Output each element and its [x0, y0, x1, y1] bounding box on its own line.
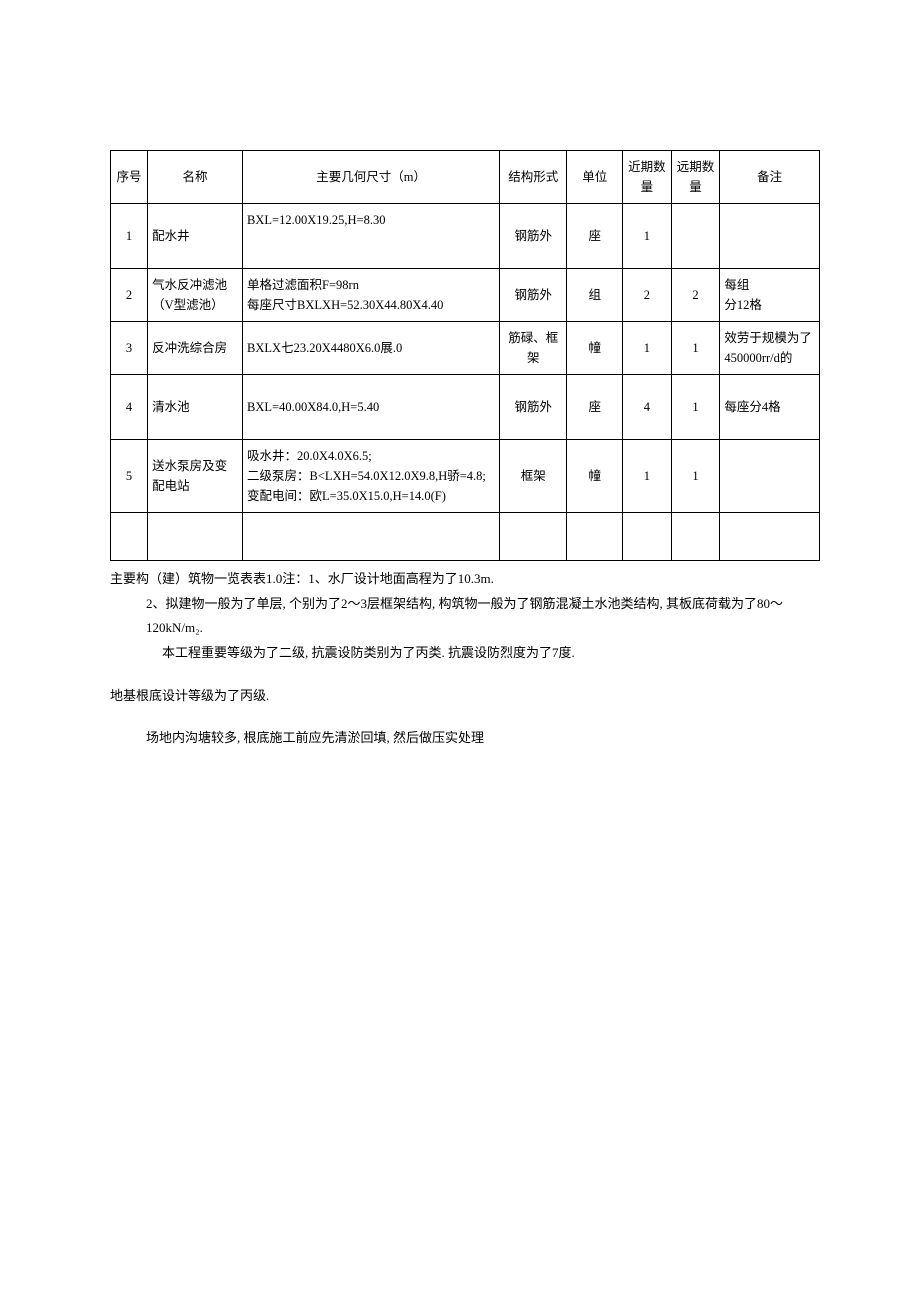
cell-idx: 2	[111, 269, 148, 322]
col-header-note: 备注	[720, 151, 820, 204]
table-row: 2 气水反冲滤池（V型滤池） 单格过滤面积F=98rn每座尺寸BXLXH=52.…	[111, 269, 820, 322]
note-line-3: 本工程重要等级为了二级, 抗震设防类别为了丙类. 抗震设防烈度为了7度.	[162, 641, 820, 666]
col-header-far: 远期数量	[671, 151, 720, 204]
cell-empty	[671, 513, 720, 561]
cell-near: 2	[623, 269, 672, 322]
table-row: 5 送水泵房及变配电站 吸水井：20.0X4.0X6.5;二级泵房：B<LXH=…	[111, 440, 820, 513]
cell-empty	[500, 513, 567, 561]
table-row: 1 配水井 BXL=12.00X19.25,H=8.30 钢筋外 座 1	[111, 204, 820, 269]
table-row: 4 清水池 BXL=40.00X84.0,H=5.40 钢筋外 座 4 1 每座…	[111, 375, 820, 440]
cell-note: 每组分12格	[720, 269, 820, 322]
cell-far	[671, 204, 720, 269]
note-line-2: 2、拟建物一般为了单层, 个别为了2〜3层框架结构, 构筑物一般为了钢筋混凝土水…	[146, 592, 820, 641]
cell-struct: 钢筋外	[500, 204, 567, 269]
cell-near: 1	[623, 204, 672, 269]
cell-unit: 座	[567, 204, 623, 269]
cell-empty	[623, 513, 672, 561]
cell-near: 4	[623, 375, 672, 440]
cell-name: 送水泵房及变配电站	[148, 440, 243, 513]
col-header-dim: 主要几何尺寸（m）	[243, 151, 500, 204]
col-header-unit: 单位	[567, 151, 623, 204]
cell-name: 反冲洗综合房	[148, 322, 243, 375]
cell-struct: 钢筋外	[500, 375, 567, 440]
cell-unit: 组	[567, 269, 623, 322]
cell-note: 效劳于规模为了450000rr/d的	[720, 322, 820, 375]
structures-table: 序号 名称 主要几何尺寸（m） 结构形式 单位 近期数量 远期数量 备注 1 配…	[110, 150, 820, 561]
cell-name: 配水井	[148, 204, 243, 269]
cell-struct: 筋碌、框架	[500, 322, 567, 375]
cell-note	[720, 204, 820, 269]
table-row-empty	[111, 513, 820, 561]
cell-empty	[243, 513, 500, 561]
cell-unit: 幢	[567, 440, 623, 513]
cell-struct: 钢筋外	[500, 269, 567, 322]
cell-name: 气水反冲滤池（V型滤池）	[148, 269, 243, 322]
cell-struct: 框架	[500, 440, 567, 513]
cell-empty	[567, 513, 623, 561]
note-line-5: 场地内沟塘较多, 根底施工前应先清淤回填, 然后做压实处理	[146, 726, 820, 751]
note-line-4: 地基根底设计等级为了丙级.	[110, 684, 820, 709]
cell-empty	[148, 513, 243, 561]
notes-block: 主要构（建）筑物一览表表1.0注：1、水厂设计地面高程为了10.3m. 2、拟建…	[110, 567, 820, 751]
cell-note	[720, 440, 820, 513]
col-header-idx: 序号	[111, 151, 148, 204]
cell-idx: 5	[111, 440, 148, 513]
table-header-row: 序号 名称 主要几何尺寸（m） 结构形式 单位 近期数量 远期数量 备注	[111, 151, 820, 204]
cell-idx: 3	[111, 322, 148, 375]
col-header-name: 名称	[148, 151, 243, 204]
cell-note: 每座分4格	[720, 375, 820, 440]
cell-far: 1	[671, 440, 720, 513]
cell-far: 1	[671, 375, 720, 440]
cell-dim: 单格过滤面积F=98rn每座尺寸BXLXH=52.30X44.80X4.40	[243, 269, 500, 322]
cell-idx: 4	[111, 375, 148, 440]
cell-unit: 座	[567, 375, 623, 440]
cell-dim: BXLX七23.20X4480X6.0展.0	[243, 322, 500, 375]
cell-near: 1	[623, 440, 672, 513]
cell-dim: BXL=40.00X84.0,H=5.40	[243, 375, 500, 440]
col-header-struct: 结构形式	[500, 151, 567, 204]
cell-far: 1	[671, 322, 720, 375]
cell-dim: 吸水井：20.0X4.0X6.5;二级泵房：B<LXH=54.0X12.0X9.…	[243, 440, 500, 513]
table-row: 3 反冲洗综合房 BXLX七23.20X4480X6.0展.0 筋碌、框架 幢 …	[111, 322, 820, 375]
cell-empty	[720, 513, 820, 561]
note-line-1: 主要构（建）筑物一览表表1.0注：1、水厂设计地面高程为了10.3m.	[110, 567, 820, 592]
cell-unit: 幢	[567, 322, 623, 375]
cell-near: 1	[623, 322, 672, 375]
cell-dim: BXL=12.00X19.25,H=8.30	[243, 204, 500, 269]
cell-idx: 1	[111, 204, 148, 269]
cell-empty	[111, 513, 148, 561]
col-header-near: 近期数量	[623, 151, 672, 204]
cell-name: 清水池	[148, 375, 243, 440]
cell-far: 2	[671, 269, 720, 322]
